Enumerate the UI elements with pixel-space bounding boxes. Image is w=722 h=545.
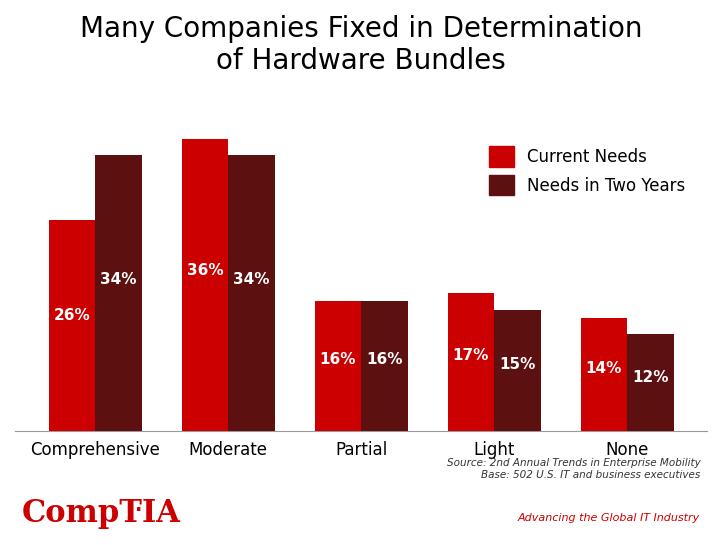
Text: 14%: 14%	[586, 361, 622, 377]
Text: CompTIA: CompTIA	[22, 498, 180, 529]
Title: Many Companies Fixed in Determination
of Hardware Bundles: Many Companies Fixed in Determination of…	[80, 15, 643, 75]
Bar	[95, 155, 142, 432]
Text: Source: 2nd Annual Trends in Enterprise Mobility
Base: 502 U.S. IT and business : Source: 2nd Annual Trends in Enterprise …	[447, 458, 700, 480]
Text: 12%: 12%	[632, 370, 669, 385]
Bar	[627, 334, 674, 432]
Text: 26%: 26%	[53, 308, 90, 323]
Text: 36%: 36%	[186, 263, 223, 278]
Text: 34%: 34%	[233, 272, 270, 287]
Bar	[182, 139, 228, 432]
Text: Advancing the Global IT Industry: Advancing the Global IT Industry	[518, 513, 700, 523]
Text: 16%: 16%	[366, 353, 403, 367]
Bar	[494, 310, 541, 432]
Legend: Current Needs, Needs in Two Years: Current Needs, Needs in Two Years	[482, 140, 692, 202]
Text: 16%: 16%	[320, 353, 356, 367]
Text: .: .	[135, 496, 142, 515]
Bar	[580, 318, 627, 432]
Bar	[48, 220, 95, 432]
Bar	[448, 293, 494, 432]
Text: 34%: 34%	[100, 272, 136, 287]
Bar	[361, 301, 408, 432]
Text: 15%: 15%	[500, 357, 536, 372]
Text: 17%: 17%	[453, 348, 489, 363]
Bar	[315, 301, 361, 432]
Bar	[228, 155, 275, 432]
